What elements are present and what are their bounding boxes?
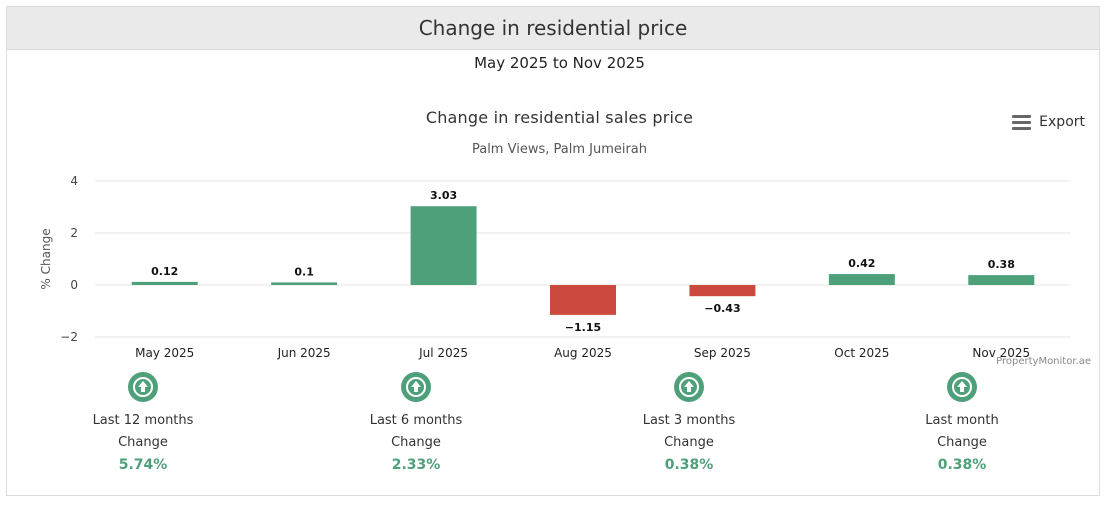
bar xyxy=(828,274,895,285)
arrow-up-circle-icon xyxy=(947,372,977,402)
x-tick-label: Jul 2025 xyxy=(418,346,468,360)
arrow-up-circle-icon xyxy=(674,372,704,402)
x-tick-label: Oct 2025 xyxy=(834,346,889,360)
stat-last-month: Last month Change 0.38% xyxy=(872,372,1052,476)
data-label: −1.15 xyxy=(565,321,601,334)
data-label: 0.38 xyxy=(988,258,1015,271)
bar xyxy=(131,281,198,285)
price-change-card: Change in residential price xyxy=(6,6,1100,496)
y-tick-label: 2 xyxy=(70,226,78,240)
data-label: 0.12 xyxy=(151,265,178,278)
y-axis-label: % Change xyxy=(39,228,53,289)
chart-credit[interactable]: PropertyMonitor.ae xyxy=(996,356,1091,367)
stat-value: 0.38% xyxy=(937,457,987,473)
y-tick-label: −2 xyxy=(60,330,78,344)
data-label: 0.1 xyxy=(294,265,314,278)
stat-label: Last month xyxy=(925,413,999,428)
data-label: 0.42 xyxy=(848,257,875,270)
x-tick-label: Jun 2025 xyxy=(277,346,331,360)
x-tick-label: Sep 2025 xyxy=(694,346,751,360)
stat-sub: Change xyxy=(664,435,714,450)
x-tick-label: Aug 2025 xyxy=(554,346,612,360)
bar xyxy=(271,282,338,285)
stat-sub: Change xyxy=(937,435,987,450)
stat-label: Last 3 months xyxy=(642,413,736,428)
stat-value: 5.74% xyxy=(118,457,168,473)
y-tick-label: 4 xyxy=(70,174,78,188)
card-header: Change in residential price xyxy=(7,7,1099,50)
chart-title: Change in residential sales price xyxy=(425,108,694,127)
bar xyxy=(550,285,616,315)
export-button[interactable]: Export xyxy=(1012,114,1085,130)
bar xyxy=(410,206,477,285)
stat-label: Last 12 months xyxy=(92,413,194,428)
y-tick-label: 0 xyxy=(70,278,78,292)
chart-subtitle: Palm Views, Palm Jumeirah xyxy=(471,142,648,157)
data-label: 3.03 xyxy=(430,189,457,202)
data-label: −0.43 xyxy=(704,302,740,315)
stat-value: 2.33% xyxy=(391,457,441,473)
bar xyxy=(689,285,756,297)
stat-last-6-months: Last 6 months Change 2.33% xyxy=(326,372,506,476)
stat-last-12-months: Last 12 months Change 5.74% xyxy=(53,372,233,476)
x-tick-label: Nov 2025 xyxy=(972,346,1030,360)
stat-value: 0.38% xyxy=(664,457,714,473)
arrow-up-circle-icon xyxy=(128,372,158,402)
stat-sub: Change xyxy=(391,435,441,450)
x-tick-label: May 2025 xyxy=(135,346,194,360)
menu-icon xyxy=(1012,114,1032,130)
stat-sub: Change xyxy=(118,435,168,450)
arrow-up-circle-icon xyxy=(401,372,431,402)
export-label: Export xyxy=(1039,114,1085,130)
stat-label: Last 6 months xyxy=(369,413,463,428)
stat-last-3-months: Last 3 months Change 0.38% xyxy=(599,372,779,476)
card-title: Change in residential price xyxy=(418,16,688,40)
period-label: May 2025 to Nov 2025 xyxy=(474,54,645,72)
bar xyxy=(968,275,1035,285)
